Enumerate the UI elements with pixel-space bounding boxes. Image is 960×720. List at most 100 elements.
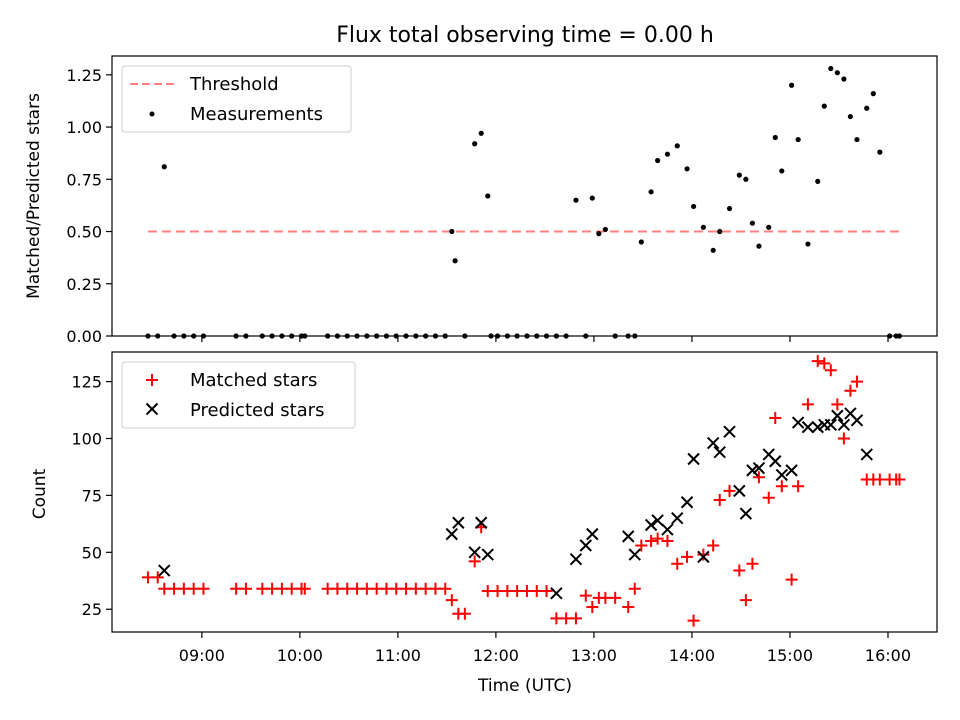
measurement-point bbox=[710, 247, 716, 253]
bottom-y-ticks: 25 50 75 100 125 bbox=[71, 373, 112, 619]
bottom-axes-frame bbox=[111, 351, 938, 633]
measurement-point bbox=[736, 172, 742, 178]
matched-star-point bbox=[811, 355, 824, 368]
matched-star-point bbox=[609, 591, 622, 604]
measurement-point bbox=[664, 151, 671, 157]
predicted-star-point bbox=[801, 420, 815, 434]
bottom-x-ticks: 09:00 10:00 11:00 12:00 13:00 14:00 15:00 16:00 bbox=[179, 632, 911, 665]
top-y-tick-label-1.00: 1.00 bbox=[66, 118, 102, 137]
predicted-star-point bbox=[831, 409, 844, 422]
measurement-point bbox=[700, 224, 706, 230]
measurement-point bbox=[684, 166, 690, 172]
matched-star-point bbox=[824, 364, 837, 377]
predicted-star-point bbox=[445, 527, 459, 541]
measurement-point bbox=[772, 134, 778, 141]
matched-star-point bbox=[762, 491, 775, 504]
x-tick-label-10-00: 10:00 bbox=[277, 646, 323, 665]
measurement-point bbox=[743, 176, 749, 182]
matched-legend-swatch bbox=[146, 374, 158, 386]
matched-star-point bbox=[769, 412, 782, 425]
predicted-star-point bbox=[769, 455, 782, 468]
predicted-star-point bbox=[475, 516, 488, 529]
matched-star-point bbox=[818, 357, 831, 370]
measurement-point bbox=[161, 164, 167, 170]
matched-star-point bbox=[837, 432, 850, 445]
top-y-tick-label-0.00: 0.00 bbox=[66, 327, 102, 346]
matched-star-point bbox=[697, 548, 710, 561]
measurement-point bbox=[717, 228, 723, 235]
matched-star-point bbox=[151, 571, 164, 584]
top-y-tick-label-0.25: 0.25 bbox=[66, 275, 102, 294]
matched-star-point bbox=[579, 589, 592, 602]
top-y-tick-label-0.50: 0.50 bbox=[66, 223, 102, 242]
predicted-star-point bbox=[628, 548, 641, 561]
measurement-point bbox=[452, 258, 458, 264]
matched-star-point bbox=[681, 550, 694, 563]
predicted-star-point bbox=[706, 436, 720, 450]
top-panel-title: Flux total observing time = 0.00 h bbox=[336, 23, 714, 48]
matched-star-points bbox=[141, 355, 906, 627]
x-tick-label-09-00: 09:00 bbox=[179, 646, 225, 665]
predicted-star-point bbox=[824, 418, 838, 432]
predicted-star-point bbox=[550, 587, 563, 600]
matched-star-point bbox=[723, 484, 736, 497]
matched-star-point bbox=[458, 607, 471, 620]
top-y-tick-label-0.75: 0.75 bbox=[66, 170, 102, 189]
matched-star-point bbox=[445, 594, 458, 607]
predicted-star-point bbox=[481, 548, 494, 561]
measurement-point bbox=[870, 91, 876, 97]
predicted-legend-label: Predicted stars bbox=[190, 400, 324, 421]
matched-star-point bbox=[569, 612, 582, 625]
matched-star-point bbox=[635, 539, 648, 552]
measurement-point bbox=[749, 220, 755, 226]
measurement-point bbox=[815, 178, 821, 184]
measurement-point bbox=[766, 224, 772, 230]
predicted-star-point bbox=[622, 530, 635, 543]
predicted-star-point bbox=[723, 425, 736, 438]
matched-star-point bbox=[792, 480, 805, 493]
top-axes-frame bbox=[111, 55, 938, 337]
measurements-legend-swatch bbox=[149, 111, 155, 117]
measurement-point bbox=[877, 149, 883, 155]
matched-star-point bbox=[586, 600, 599, 613]
matched-star-point bbox=[707, 539, 720, 552]
matched-star-point bbox=[746, 557, 759, 570]
bottom-y-tick-label-125: 125 bbox=[71, 373, 102, 392]
predicted-star-point bbox=[644, 518, 658, 532]
measurement-point bbox=[828, 65, 834, 72]
matched-star-point bbox=[628, 582, 641, 595]
measurement-point bbox=[690, 203, 697, 210]
bottom-y-tick-label-100: 100 bbox=[71, 430, 102, 449]
predicted-star-point bbox=[739, 507, 753, 520]
predicted-star-point bbox=[651, 514, 664, 527]
predicted-star-point bbox=[850, 414, 864, 427]
measurement-point bbox=[478, 130, 484, 136]
matched-star-point bbox=[439, 582, 452, 595]
x-tick-label-13-00: 13:00 bbox=[571, 646, 617, 665]
measurement-points bbox=[145, 65, 903, 339]
matched-star-point bbox=[844, 384, 857, 397]
measurement-point bbox=[648, 189, 654, 195]
predicted-star-point bbox=[775, 468, 789, 482]
measurements-legend-label: Measurements bbox=[190, 104, 323, 125]
bottom-y-tick-label-25: 25 bbox=[82, 600, 102, 619]
measurement-point bbox=[472, 141, 478, 147]
predicted-star-point bbox=[680, 496, 694, 509]
flux-ratio-panel: Flux total observing time = 0.00 h Match… bbox=[24, 23, 938, 346]
predicted-star-point bbox=[671, 511, 684, 525]
x-tick-label-15-00: 15:00 bbox=[767, 646, 813, 665]
matched-star-point bbox=[850, 375, 863, 388]
matched-star-point bbox=[893, 473, 906, 486]
matched-star-point bbox=[713, 493, 726, 506]
measurement-point bbox=[795, 136, 801, 143]
predicted-star-point bbox=[687, 452, 700, 466]
matched-star-point bbox=[197, 582, 210, 595]
star-count-panel: Count Time (UTC) 25 50 75 100 125 09:00 10:00… bbox=[30, 351, 938, 696]
matched-star-point bbox=[622, 600, 635, 613]
predicted-star-point bbox=[752, 461, 766, 475]
top-y-tick-label-1.25: 1.25 bbox=[66, 66, 102, 85]
measurement-point bbox=[589, 195, 595, 201]
x-tick-label-11-00: 11:00 bbox=[375, 646, 421, 665]
matched-star-point bbox=[298, 582, 311, 595]
